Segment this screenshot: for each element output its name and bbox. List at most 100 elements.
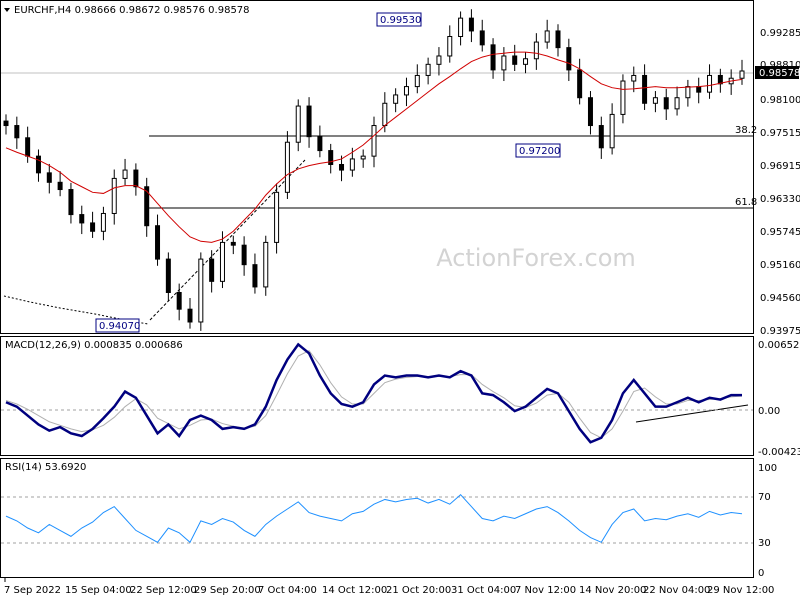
candle-body <box>317 136 323 152</box>
mid-label-box <box>515 143 561 158</box>
candle-body <box>360 155 366 160</box>
candle-body <box>57 181 63 191</box>
candle-body <box>371 125 377 157</box>
symbol-icon <box>4 8 10 12</box>
rsi-panel-frame <box>0 458 754 578</box>
y-tick: 0.97515 <box>760 128 800 139</box>
rsi-line <box>5 493 743 544</box>
macd-y-tick: 0.00 <box>758 406 780 417</box>
candle-body <box>90 222 96 232</box>
y-tick: 0.98810 <box>760 60 800 71</box>
candle-body <box>133 169 139 188</box>
fib-38-label: 38.2 <box>735 125 757 136</box>
x-tick: 22 Nov 04:00 <box>643 585 710 596</box>
candle-body <box>209 258 215 282</box>
candle-body <box>79 214 85 224</box>
candle-body <box>68 189 74 216</box>
macd-layer <box>5 342 743 444</box>
candle-body <box>122 169 128 179</box>
candle-body <box>198 258 204 323</box>
macd-axis: 0.006529 0.00 -0.004233 <box>758 340 800 458</box>
macd-header: MACD(12,26,9) 0.000835 0.000686 <box>5 340 183 351</box>
x-tick: 14 Nov 20:00 <box>579 585 646 596</box>
candle-body <box>490 44 496 71</box>
candle-body <box>25 137 31 157</box>
candle-body <box>674 97 680 110</box>
rsi-y-tick: 30 <box>758 538 771 549</box>
rsi-header: RSI(14) 53.6920 <box>5 462 86 473</box>
candle-body <box>587 97 593 127</box>
y-tick: 0.95160 <box>760 260 800 271</box>
candle-body <box>46 172 52 183</box>
candle-body <box>111 177 117 214</box>
candle-body <box>512 55 518 65</box>
candle-body <box>523 58 529 65</box>
high-label: 0.99530 <box>380 15 421 26</box>
candle-body <box>14 125 20 139</box>
macd-panel-frame <box>0 336 754 456</box>
ma-layer <box>5 51 743 243</box>
y-tick: 0.93975 <box>760 326 800 337</box>
candle-body <box>339 163 345 171</box>
macd-y-tick: 0.006529 <box>758 340 800 351</box>
rsi-y-tick: 100 <box>758 463 777 474</box>
candle-body <box>555 30 561 49</box>
candle-body <box>306 105 312 138</box>
current-price-tag-text: 0.98578 <box>759 68 800 79</box>
candle-body <box>3 120 9 127</box>
macd-signal-line <box>5 350 743 439</box>
fib-61-label: 61.8 <box>735 197 757 208</box>
candle-body <box>631 74 637 82</box>
candle-body <box>739 70 745 79</box>
candle-body <box>717 74 723 85</box>
low-label: 0.94070 <box>99 321 140 332</box>
x-tick: 7 Sep 2022 <box>4 585 61 596</box>
candle-body <box>403 86 409 96</box>
candle-body <box>642 74 648 104</box>
candle-body <box>447 36 453 57</box>
candles-layer <box>3 9 745 331</box>
candle-body <box>349 158 355 171</box>
candle-body <box>696 86 702 93</box>
current-price-tag <box>755 66 799 79</box>
candle-body <box>165 258 171 293</box>
main-header: EURCHF,H4 0.98666 0.98672 0.98576 0.9857… <box>14 5 250 16</box>
x-tick: 22 Sep 12:00 <box>130 585 197 596</box>
candle-body <box>609 113 615 149</box>
dashed-trendline <box>149 159 306 321</box>
candle-body <box>707 74 713 93</box>
price-axis: 0.99285 0.98810 0.98100 0.97515 0.96915 … <box>760 28 800 337</box>
candle-body <box>566 47 572 71</box>
candle-body <box>652 97 658 104</box>
candle-body <box>436 55 442 65</box>
candle-body <box>620 80 626 115</box>
x-axis: 7 Sep 2022 15 Sep 04:00 22 Sep 12:00 29 … <box>4 578 774 596</box>
candle-body <box>598 125 604 149</box>
x-tick: 7 Nov 12:00 <box>515 585 576 596</box>
candle-body <box>274 191 280 243</box>
candle-body <box>219 241 225 282</box>
candle-body <box>241 244 247 266</box>
candle-body <box>295 105 301 143</box>
x-tick: 7 Oct 04:00 <box>258 585 317 596</box>
moving-average-line <box>5 51 743 243</box>
macd-trendline <box>635 404 749 423</box>
candle-body <box>176 291 182 310</box>
candle-body <box>252 264 258 288</box>
candle-body <box>414 74 420 88</box>
price-panel-frame <box>0 0 754 334</box>
macd-y-tick: -0.004233 <box>758 447 800 458</box>
candle-body <box>685 86 691 99</box>
candle-body <box>187 308 193 323</box>
candle-body <box>393 94 399 104</box>
x-tick: 21 Oct 20:00 <box>386 585 451 596</box>
mid-label: 0.97200 <box>519 146 560 157</box>
candle-body <box>100 212 106 232</box>
rsi-y-tick: 0 <box>758 568 764 579</box>
candle-body <box>382 102 388 127</box>
y-tick: 0.96330 <box>760 194 800 205</box>
candle-body <box>263 241 269 288</box>
y-tick: 0.99285 <box>760 28 800 39</box>
candle-body <box>533 41 539 60</box>
